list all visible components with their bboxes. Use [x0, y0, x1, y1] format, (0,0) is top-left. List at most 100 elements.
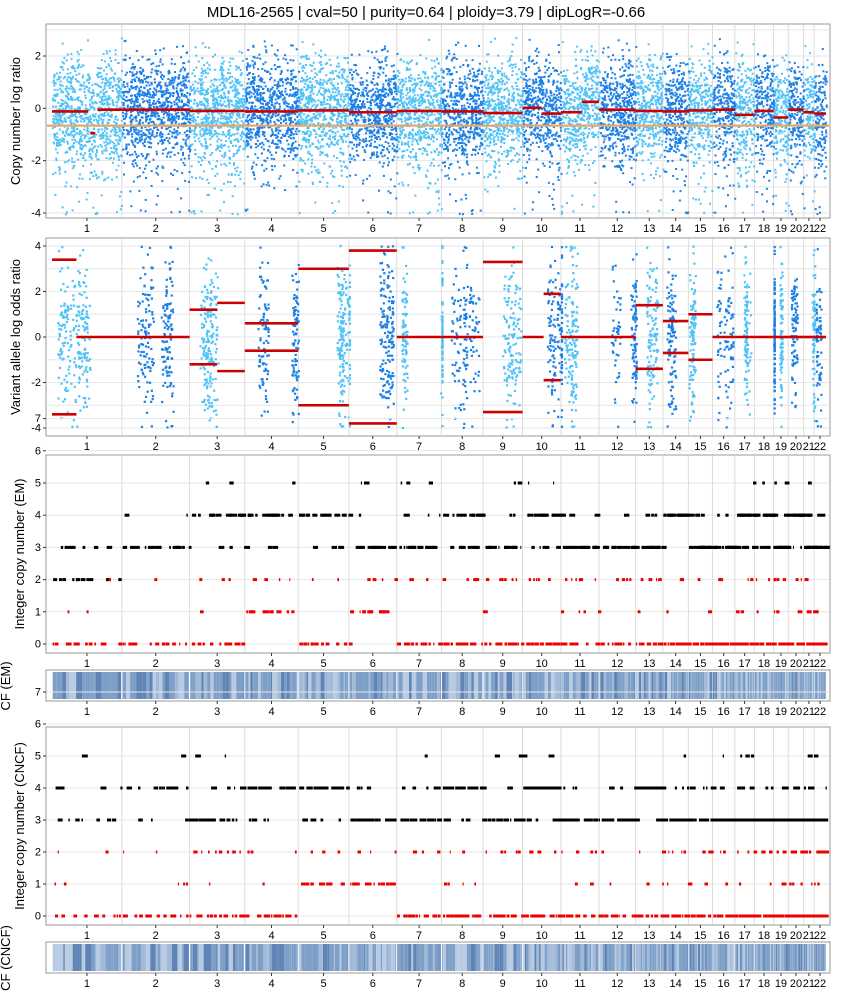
cnlr-point [341, 99, 344, 102]
cnlr-point [294, 118, 296, 121]
cnlr-point [285, 122, 288, 125]
cnlr-point [420, 100, 423, 103]
cnlr-point [92, 115, 95, 118]
cnlr-point [257, 68, 260, 71]
cnlr-point [289, 119, 292, 121]
cnlr-point [259, 57, 262, 60]
cnlr-point [72, 144, 75, 147]
cnlr-point [432, 89, 435, 92]
cnlr-point [226, 116, 229, 119]
cnlr-point [378, 95, 381, 98]
cnlr-point [222, 131, 225, 134]
cnlr-point [293, 95, 296, 98]
cnlr-point [413, 138, 416, 141]
cnlr-point [135, 120, 138, 123]
cnlr-point [261, 120, 264, 123]
cnlr-point [153, 102, 156, 105]
cnlr-point [289, 82, 291, 85]
cnlr-point [322, 93, 325, 96]
cnlr-point [155, 105, 158, 108]
cnlr-point [313, 115, 316, 118]
cnlr-point [76, 186, 79, 189]
cnlr-point [251, 59, 254, 62]
cnlr-point [427, 77, 430, 80]
cnlr-point [395, 93, 398, 96]
cnlr-point [225, 118, 228, 121]
cnlr-point [437, 164, 440, 167]
cnlr-point [100, 118, 103, 121]
cnlr-point [59, 143, 62, 146]
cnlr-point [111, 90, 114, 92]
cnlr-point [343, 98, 346, 101]
cnlr-point [344, 93, 347, 96]
cnlr-point [197, 161, 200, 163]
cnlr-point [162, 166, 165, 169]
cnlr-point [86, 86, 88, 88]
cnlr-point [373, 140, 376, 143]
cnlr-point [66, 127, 69, 130]
cnlr-point [122, 111, 124, 114]
cnlr-point [137, 154, 140, 157]
cnlr-point [326, 181, 329, 184]
cnlr-point [184, 84, 187, 87]
cnlr-point [388, 145, 391, 148]
cnlr-point [138, 70, 141, 73]
cnlr-point [368, 90, 371, 93]
cnlr-point [228, 61, 231, 64]
cnlr-point [438, 132, 441, 135]
cnlr-point [304, 162, 307, 165]
cnlr-point [261, 92, 264, 95]
cnlr-point [204, 145, 207, 147]
cnlr-point [292, 133, 295, 136]
cnlr-point [63, 56, 66, 59]
cnlr-point [372, 151, 375, 154]
cnlr-point [54, 95, 57, 98]
cnlr-point [417, 102, 420, 105]
cnlr-point [73, 114, 76, 117]
cnlr-point [156, 194, 159, 197]
cnlr-point [111, 161, 114, 164]
cnlr-point [187, 72, 190, 75]
cnlr-point [222, 103, 225, 106]
cnlr-point [246, 144, 249, 147]
cnlr-point [294, 102, 297, 105]
cnlr-point [422, 132, 425, 135]
cnlr-point [427, 135, 430, 138]
cnlr-point [67, 134, 70, 137]
cnlr-point [137, 112, 140, 114]
cnlr-point [242, 121, 245, 124]
cnlr-point [384, 88, 386, 91]
cnlr-point [162, 148, 165, 151]
cnlr-point [140, 153, 143, 155]
cnlr-point [223, 83, 226, 86]
cnlr-point [154, 81, 156, 84]
cnlr-point [55, 118, 58, 121]
cnlr-point [238, 81, 241, 84]
cnlr-point [54, 116, 57, 119]
cnlr-point [218, 112, 221, 115]
cnlr-point [278, 102, 281, 105]
cnlr-point [95, 149, 98, 151]
cnlr-point [97, 71, 100, 74]
cnlr-point [185, 86, 188, 89]
cnlr-point [378, 189, 380, 192]
cnlr-point [111, 141, 114, 143]
cnlr-point [66, 92, 69, 95]
cnlr-point [428, 127, 431, 130]
cnlr-point [117, 97, 120, 100]
cnlr-point [419, 84, 422, 87]
cnlr-point [197, 90, 200, 93]
cnlr-point [253, 88, 255, 90]
cnlr-point [366, 101, 369, 103]
cnlr-point [257, 132, 260, 135]
cnlr-point [415, 159, 418, 161]
cnlr-point [353, 113, 356, 116]
cnlr-point [351, 76, 354, 79]
cnlr-point [261, 141, 264, 144]
cnlr-point [274, 115, 277, 117]
cnlr-point [185, 76, 188, 79]
cnlr-point [330, 94, 333, 97]
cnlr-point [432, 104, 435, 107]
cnlr-point [307, 172, 310, 175]
cnlr-point [93, 140, 96, 143]
